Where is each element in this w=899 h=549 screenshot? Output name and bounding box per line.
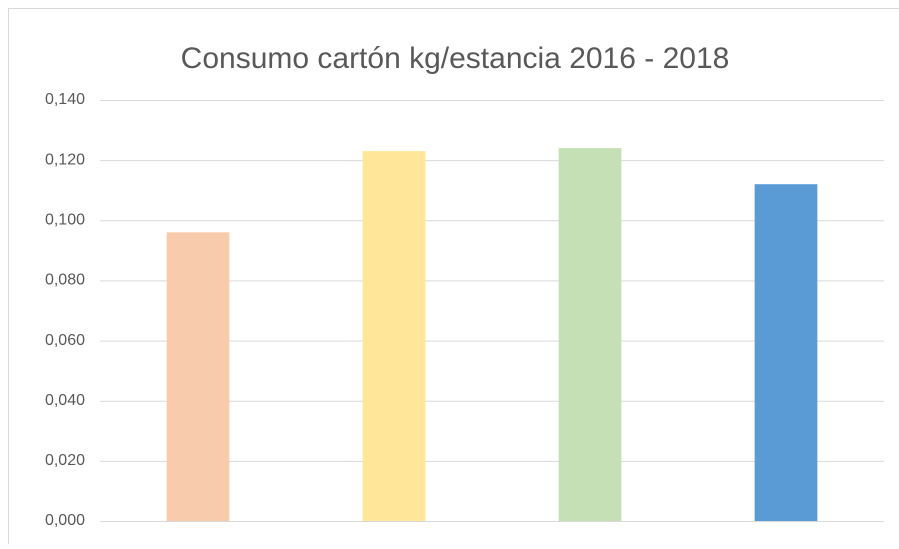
bar [363,151,426,521]
bar [755,184,818,521]
bar [167,232,230,521]
y-tick-label: 0,080 [45,272,85,289]
y-tick-label: 0,020 [45,452,85,469]
chart-title: Consumo cartón kg/estancia 2016 - 2018 [181,42,730,75]
y-tick-label: 0,120 [45,151,85,168]
y-tick-label: 0,000 [45,512,85,529]
y-tick-label: 0,040 [45,392,85,409]
y-tick-label: 0,140 [45,91,85,108]
y-tick-label: 0,100 [45,212,85,229]
bar [559,148,622,521]
y-tick-label: 0,060 [45,332,85,349]
